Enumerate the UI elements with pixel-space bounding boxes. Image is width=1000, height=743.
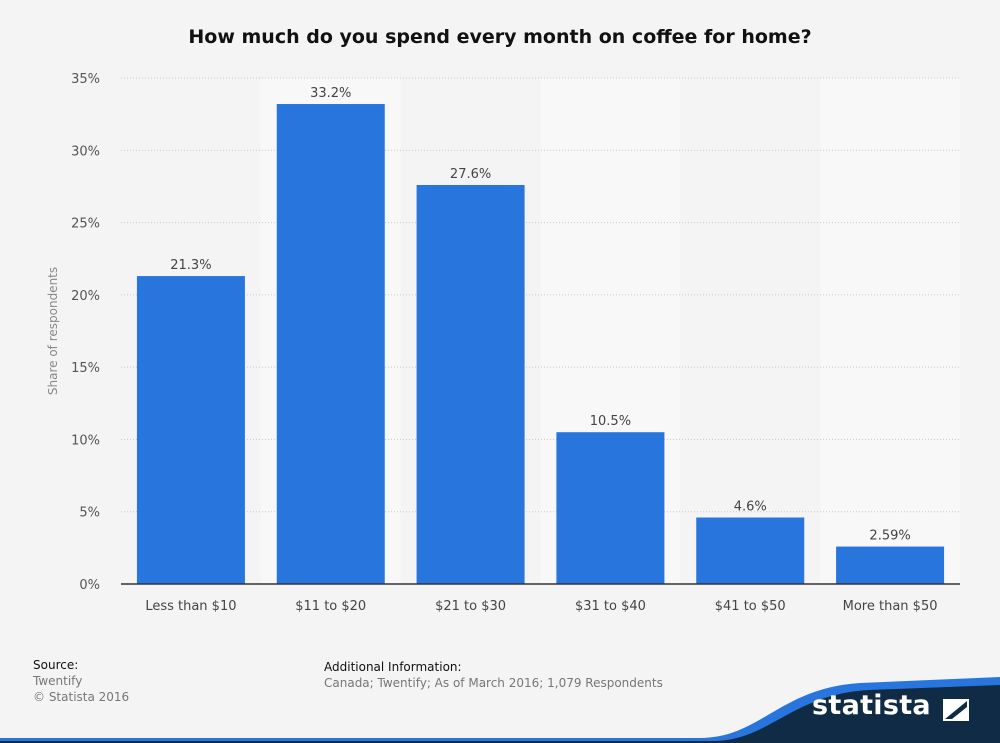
source-name[interactable]: Twentify	[33, 674, 83, 688]
chart-title: How much do you spend every month on cof…	[188, 26, 812, 48]
x-tick-label: $11 to $20	[295, 599, 366, 614]
y-tick-label: 20%	[71, 289, 100, 304]
y-tick-label: 0%	[79, 578, 100, 593]
y-tick-label: 25%	[71, 217, 100, 232]
data-label: 2.59%	[869, 529, 910, 544]
statista-logo-icon	[943, 699, 969, 721]
x-axis: Less than $10 $11 to $20 $21 to $30 $31 to …	[145, 599, 937, 614]
data-label: 33.2%	[310, 86, 351, 101]
column-band	[820, 78, 960, 584]
bars	[136, 104, 945, 585]
data-label: 27.6%	[450, 167, 491, 182]
x-tick-label: More than $50	[843, 599, 938, 614]
data-labels: 21.3% 33.2% 27.6% 10.5% 4.6% 2.59%	[170, 86, 910, 544]
bar[interactable]	[276, 104, 385, 584]
source-label: Source:	[33, 658, 79, 672]
brand-wave	[0, 685, 1000, 743]
x-tick-label: Less than $10	[145, 599, 236, 614]
additional-info-label: Additional Information:	[324, 660, 462, 674]
bar[interactable]	[556, 432, 665, 584]
bar[interactable]	[416, 184, 525, 585]
source-block: Source: Twentify © Statista 2016	[33, 657, 129, 705]
data-label: 21.3%	[170, 258, 211, 273]
x-tick-label: $21 to $30	[435, 599, 506, 614]
x-tick-label: $31 to $40	[575, 599, 646, 614]
y-tick-label: 10%	[71, 433, 100, 448]
bar[interactable]	[136, 276, 245, 584]
brand-logo[interactable]: statista	[812, 690, 931, 721]
y-axis-title: Share of respondents	[46, 267, 60, 395]
y-tick-label: 35%	[71, 72, 100, 87]
y-tick-label: 15%	[71, 361, 100, 376]
bar[interactable]	[696, 517, 805, 584]
brand-wave-accent	[0, 677, 1000, 743]
data-label: 4.6%	[734, 499, 767, 514]
y-axis: 0% 5% 10% 15% 20% 25% 30% 35%	[71, 72, 100, 593]
column-band	[680, 78, 821, 584]
y-tick-label: 5%	[79, 506, 100, 521]
gridlines	[121, 77, 960, 513]
copyright: © Statista 2016	[33, 690, 130, 704]
bar[interactable]	[836, 546, 945, 584]
x-tick-label: $41 to $50	[715, 599, 786, 614]
y-tick-label: 30%	[71, 144, 100, 159]
additional-info-text: Canada; Twentify; As of March 2016; 1,07…	[324, 676, 663, 690]
additional-info-block: Additional Information: Canada; Twentify…	[324, 659, 663, 691]
plot-background	[121, 78, 960, 584]
data-label: 10.5%	[590, 414, 631, 429]
